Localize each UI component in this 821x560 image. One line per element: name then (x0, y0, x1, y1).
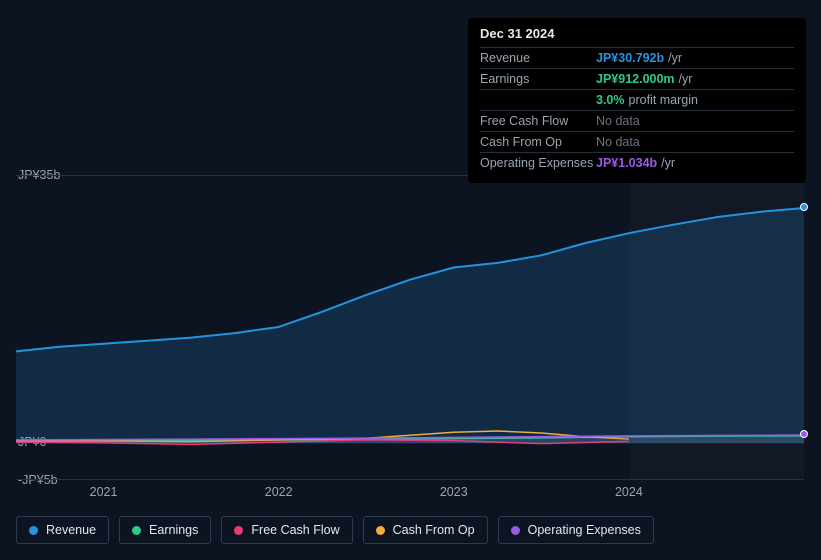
tooltip-row-label: Earnings (480, 72, 596, 86)
legend-item-free-cash-flow[interactable]: Free Cash Flow (221, 516, 352, 544)
legend-item-revenue[interactable]: Revenue (16, 516, 109, 544)
legend-label: Revenue (46, 523, 96, 537)
legend-label: Cash From Op (393, 523, 475, 537)
legend-item-earnings[interactable]: Earnings (119, 516, 211, 544)
x-axis: 2021 2022 2023 2024 (16, 485, 804, 503)
tooltip-row-label (480, 93, 596, 107)
tooltip-row-suffix: /yr (679, 72, 693, 86)
tooltip-row-label: Revenue (480, 51, 596, 65)
x-tick-label: 2021 (90, 485, 118, 499)
tooltip-row-suffix: /yr (668, 51, 682, 65)
tooltip-no-data: No data (596, 135, 640, 149)
end-marker (800, 203, 808, 211)
legend-item-operating-expenses[interactable]: Operating Expenses (498, 516, 654, 544)
chart-plot (16, 175, 804, 480)
legend-item-cash-from-op[interactable]: Cash From Op (363, 516, 488, 544)
chart-svg (16, 176, 804, 481)
series-area-revenue (16, 208, 804, 443)
tooltip-row-label: Free Cash Flow (480, 114, 596, 128)
tooltip-row-suffix: /yr (661, 156, 675, 170)
legend-swatch (376, 526, 385, 535)
tooltip-row-value: JP¥1.034b (596, 156, 657, 170)
tooltip-row: Cash From OpNo data (480, 131, 794, 152)
tooltip-row-label: Cash From Op (480, 135, 596, 149)
x-tick-label: 2024 (615, 485, 643, 499)
legend: Revenue Earnings Free Cash Flow Cash From O… (16, 516, 654, 544)
tooltip-row-value: JP¥912.000m (596, 72, 675, 86)
tooltip-no-data: No data (596, 114, 640, 128)
tooltip-row-value: 3.0% (596, 93, 625, 107)
tooltip-row-suffix: profit margin (629, 93, 698, 107)
legend-label: Earnings (149, 523, 198, 537)
end-marker (800, 430, 808, 438)
x-tick-label: 2023 (440, 485, 468, 499)
legend-swatch (29, 526, 38, 535)
tooltip-row-value: JP¥30.792b (596, 51, 664, 65)
tooltip-row: EarningsJP¥912.000m/yr (480, 68, 794, 89)
tooltip-row: Operating ExpensesJP¥1.034b/yr (480, 152, 794, 173)
legend-swatch (511, 526, 520, 535)
legend-label: Free Cash Flow (251, 523, 339, 537)
tooltip-row: Free Cash FlowNo data (480, 110, 794, 131)
tooltip-date: Dec 31 2024 (480, 26, 794, 41)
legend-label: Operating Expenses (528, 523, 641, 537)
tooltip-row-label: Operating Expenses (480, 156, 596, 170)
x-tick-label: 2022 (265, 485, 293, 499)
legend-swatch (132, 526, 141, 535)
tooltip-row: RevenueJP¥30.792b/yr (480, 47, 794, 68)
legend-swatch (234, 526, 243, 535)
chart-tooltip: Dec 31 2024 RevenueJP¥30.792b/yrEarnings… (468, 18, 806, 183)
tooltip-row: 3.0% profit margin (480, 89, 794, 110)
